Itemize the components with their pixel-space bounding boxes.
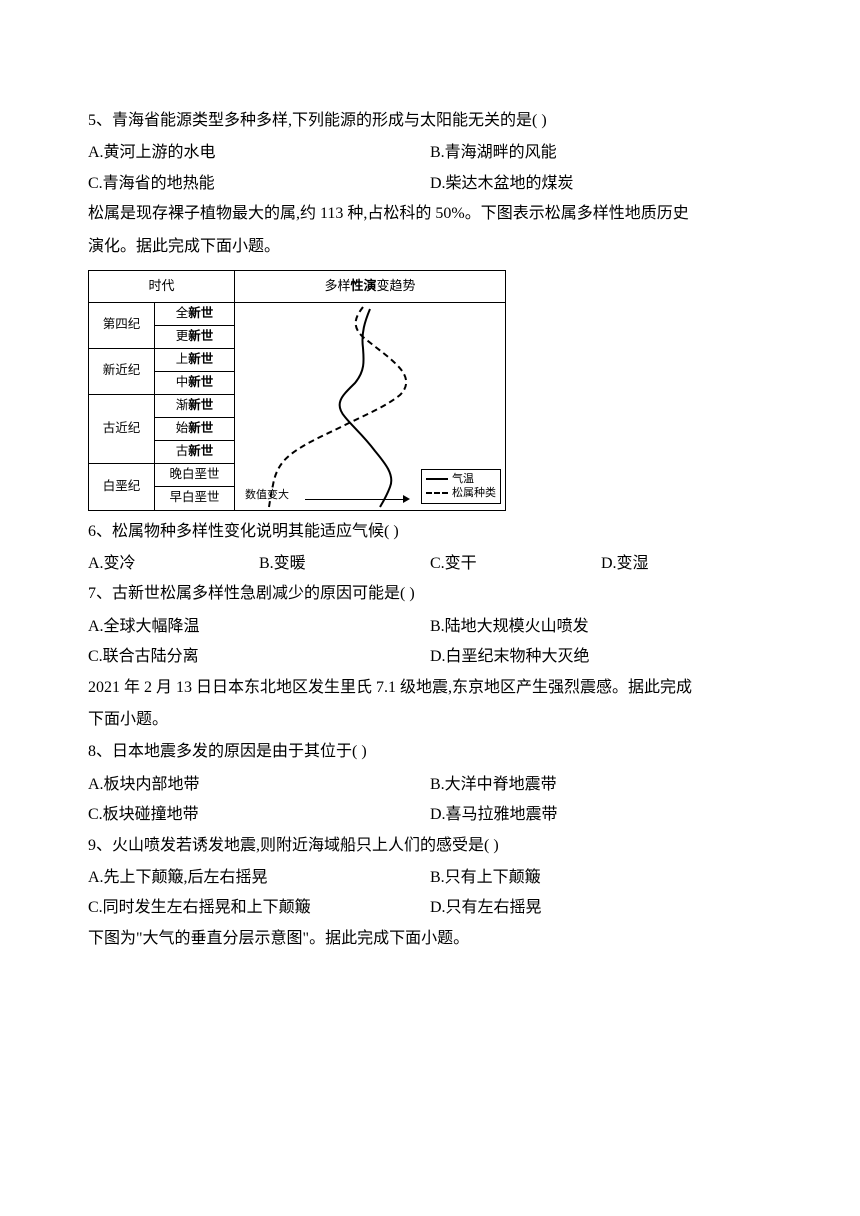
q8-options-row2: C.板块碰撞地带 D.喜马拉雅地震带 (88, 800, 772, 830)
chart-header-era: 时代 (89, 271, 235, 302)
q5-options-row2: C.青海省的地热能 D.柴达木盆地的煤炭 (88, 169, 772, 199)
epoch-8: 早白垩世 (155, 487, 234, 510)
arrow-head-icon (403, 495, 410, 503)
diversity-chart: 时代 多样性演变趋势 第四纪 新近纪 古近纪 白垩纪 全新世 更新世 上新世 中… (88, 270, 772, 511)
epoch-6: 古新世 (155, 441, 234, 464)
epoch-5: 始新世 (155, 418, 234, 441)
epoch-4: 渐新世 (155, 395, 234, 418)
q5-opt-a: A.黄河上游的水电 (88, 138, 430, 168)
q9-options-row1: A.先上下颠簸,后左右摇晃 B.只有上下颠簸 (88, 863, 772, 893)
q7-opt-c: C.联合古陆分离 (88, 642, 430, 672)
chart-header-trend: 多样性演变趋势 (235, 271, 505, 302)
q9-options-row2: C.同时发生左右摇晃和上下颠簸 D.只有左右摇晃 (88, 893, 772, 923)
q6-opt-c: C.变干 (430, 549, 601, 579)
passage1-line1: 松属是现存裸子植物最大的属,约 113 种,占松科的 50%。下图表示松属多样性… (88, 199, 772, 229)
epoch-column: 全新世 更新世 上新世 中新世 渐新世 始新世 古新世 晚白垩世 早白垩世 (155, 303, 235, 510)
q6-opt-b: B.变暖 (259, 549, 430, 579)
epoch-1: 更新世 (155, 326, 234, 349)
period-neogene: 新近纪 (89, 349, 154, 395)
dashed-line-icon (426, 492, 448, 494)
q7-text: 7、古新世松属多样性急剧减少的原因可能是( ) (88, 579, 772, 609)
q8-text: 8、日本地震多发的原因是由于其位于( ) (88, 737, 772, 767)
passage3: 下图为"大气的垂直分层示意图"。据此完成下面小题。 (88, 924, 772, 954)
q8-opt-b: B.大洋中脊地震带 (430, 770, 772, 800)
q9-opt-d: D.只有左右摇晃 (430, 893, 772, 923)
arrow-line (305, 499, 405, 500)
epoch-2: 上新世 (155, 349, 234, 372)
q6-options: A.变冷 B.变暖 C.变干 D.变湿 (88, 549, 772, 579)
q9-opt-c: C.同时发生左右摇晃和上下颠簸 (88, 893, 430, 923)
period-column: 第四纪 新近纪 古近纪 白垩纪 (89, 303, 155, 510)
chart-header: 时代 多样性演变趋势 (88, 270, 506, 303)
q6-opt-a: A.变冷 (88, 549, 259, 579)
q9-opt-b: B.只有上下颠簸 (430, 863, 772, 893)
q6-text: 6、松属物种多样性变化说明其能适应气候( ) (88, 517, 772, 547)
epoch-3: 中新世 (155, 372, 234, 395)
passage1-line2: 演化。据此完成下面小题。 (88, 232, 772, 262)
chart-legend: 气温 松属种类 (421, 469, 501, 504)
q7-opt-a: A.全球大幅降温 (88, 612, 430, 642)
q5-opt-d: D.柴达木盆地的煤炭 (430, 169, 772, 199)
q6-opt-d: D.变湿 (601, 549, 772, 579)
q7-options-row1: A.全球大幅降温 B.陆地大规模火山喷发 (88, 612, 772, 642)
species-line (269, 307, 406, 507)
q5-opt-c: C.青海省的地热能 (88, 169, 430, 199)
chart-body: 第四纪 新近纪 古近纪 白垩纪 全新世 更新世 上新世 中新世 渐新世 始新世 … (88, 303, 506, 511)
passage2-line1: 2021 年 2 月 13 日日本东北地区发生里氏 7.1 级地震,东京地区产生… (88, 673, 772, 703)
q5-options-row1: A.黄河上游的水电 B.青海湖畔的风能 (88, 138, 772, 168)
q8-opt-c: C.板块碰撞地带 (88, 800, 430, 830)
epoch-7: 晚白垩世 (155, 464, 234, 487)
solid-line-icon (426, 478, 448, 480)
q7-opt-b: B.陆地大规模火山喷发 (430, 612, 772, 642)
temp-line (340, 309, 392, 507)
period-quaternary: 第四纪 (89, 303, 154, 349)
epoch-0: 全新世 (155, 303, 234, 326)
q9-text: 9、火山喷发若诱发地震,则附近海域船只上人们的感受是( ) (88, 831, 772, 861)
legend-species: 松属种类 (426, 486, 496, 500)
plot-area: 气温 松属种类 数值变大 (235, 303, 505, 510)
q7-options-row2: C.联合古陆分离 D.白垩纪末物种大灭绝 (88, 642, 772, 672)
q8-opt-a: A.板块内部地带 (88, 770, 430, 800)
q5-text: 5、青海省能源类型多种多样,下列能源的形成与太阳能无关的是( ) (88, 106, 772, 136)
q8-opt-d: D.喜马拉雅地震带 (430, 800, 772, 830)
axis-label: 数值变大 (245, 485, 289, 506)
period-cretaceous: 白垩纪 (89, 464, 154, 510)
q8-options-row1: A.板块内部地带 B.大洋中脊地震带 (88, 770, 772, 800)
q7-opt-d: D.白垩纪末物种大灭绝 (430, 642, 772, 672)
passage2-line2: 下面小题。 (88, 705, 772, 735)
period-paleogene: 古近纪 (89, 395, 154, 464)
legend-temp: 气温 (426, 472, 496, 486)
q9-opt-a: A.先上下颠簸,后左右摇晃 (88, 863, 430, 893)
q5-opt-b: B.青海湖畔的风能 (430, 138, 772, 168)
